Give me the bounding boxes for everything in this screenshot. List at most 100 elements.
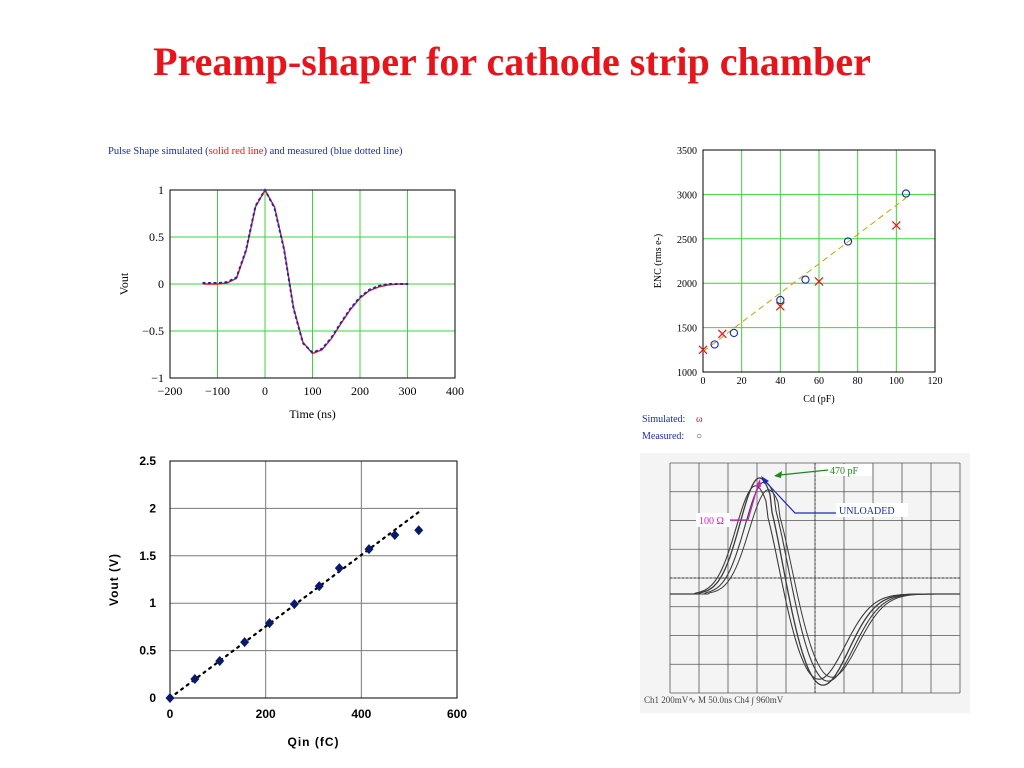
- pulse-x-tick-label: 200: [351, 384, 369, 398]
- enc-simulated-point: [891, 221, 901, 230]
- enc-measured-point: [801, 275, 810, 284]
- linearity-data-point: [314, 581, 324, 592]
- legend-simulated-label: Simulated:: [642, 414, 686, 425]
- legend-row-simulated: Simulated: ω: [642, 414, 703, 431]
- scope-label-unloaded: UNLOADED: [839, 506, 895, 517]
- enc-legend: Simulated: ω Measured: ○: [642, 414, 703, 448]
- pulse-x-tick-label: 400: [446, 384, 464, 398]
- enc-x-tick-label: 80: [853, 376, 863, 387]
- linearity-data-point: [264, 618, 274, 629]
- pulse-series-layer: [202, 187, 409, 355]
- enc-y-axis-label: ENC (rms e-): [653, 234, 664, 288]
- linearity-series-layer: [165, 525, 424, 703]
- pulse-plot-frame: [169, 189, 456, 379]
- legend-measured-label: Measured:: [642, 431, 685, 442]
- caption-part-3: ) and measured (blue dotted line): [263, 146, 403, 157]
- scope-label-470: 470 pF: [830, 466, 859, 477]
- linearity-data-point: [364, 544, 374, 555]
- legend-row-measured: Measured: ○: [642, 431, 702, 448]
- linearity-data-point: [165, 693, 175, 703]
- scope-label-unloaded-box: [836, 503, 908, 517]
- pulse-y-tick-label: 0.5: [149, 230, 164, 244]
- enc-x-axis-label: Cd (pF): [803, 394, 834, 405]
- lin-x-tick-label: 400: [351, 707, 371, 721]
- linearity-data-point: [334, 563, 344, 574]
- legend-measured-symbol: ○: [696, 431, 703, 442]
- enc-y-tick-label: 2000: [677, 279, 697, 290]
- lin-y-tick-label: 0: [149, 691, 156, 705]
- enc-x-tick-label: 40: [775, 376, 785, 387]
- lin-y-tick-label: 0.5: [139, 644, 156, 658]
- scope-arrow-unloaded-head: [761, 476, 769, 484]
- scope-arrow-100: [730, 484, 759, 521]
- caption-part-1: Pulse Shape simulated (: [108, 146, 209, 157]
- pulse-x-tick-label: 0: [262, 384, 268, 398]
- linearity-data-point: [240, 637, 250, 648]
- scope-label-100-box: [696, 513, 730, 527]
- legend-simulated-symbol: ω: [696, 414, 703, 425]
- linearity-x-axis-label: Qin (fC): [288, 735, 340, 749]
- linearity-data-point: [190, 674, 200, 685]
- enc-fit-line: [702, 197, 907, 352]
- enc-simulated-point: [814, 276, 824, 286]
- scope-label-470-box: [820, 464, 872, 476]
- lin-y-tick-label: 2.5: [139, 454, 156, 468]
- linearity-data-point: [414, 525, 424, 536]
- scope-trace: [670, 485, 960, 680]
- enc-y-tick-label: 1500: [677, 324, 697, 335]
- linearity-y-axis-label: Vout (V): [107, 553, 121, 606]
- enc-chart: 0 20 40 60 80 100 120350030002500200015001000 …: [653, 146, 943, 405]
- enc-grid: [702, 149, 936, 373]
- oscilloscope-screenshot: 470 pF UNLOADED 100 Ω Ch1 200mV∿ M 50.0n…: [640, 453, 970, 713]
- scope-screen: [640, 453, 970, 713]
- enc-simulated-point: [775, 301, 785, 311]
- enc-tick-labels: 0 20 40 60 80 100 120 3500 3000 2500 2000 1500 1000: [677, 146, 943, 387]
- scope-arrow-100-head: [756, 479, 761, 487]
- enc-measured-point: [776, 295, 785, 305]
- caption-part-2: solid red line: [208, 146, 264, 157]
- pulse-x-axis-label: Time (ns): [289, 407, 336, 421]
- scope-trace: [670, 489, 960, 678]
- scope-label-100: 100 Ω: [699, 516, 724, 527]
- scope-traces: [670, 477, 960, 686]
- enc-simulated-point: [698, 345, 708, 355]
- pulse-y-axis-label: Vout: [117, 272, 131, 295]
- enc-y-tick-label: 3000: [677, 190, 697, 201]
- pulse-tick-labels: −200 −100 0 100 200 300 400 1 0.5 0 −0.5 −1: [142, 183, 464, 398]
- pulse-y-tick-label: −1: [151, 371, 164, 385]
- pulse-x-tick-label: 100: [304, 384, 322, 398]
- linearity-data-point: [289, 599, 299, 610]
- scope-arrow-470: [779, 469, 829, 476]
- linearity-data-point: [215, 656, 225, 667]
- scope-graticule: [669, 462, 961, 694]
- pulse-y-tick-label: 1: [158, 183, 164, 197]
- pulse-shape-chart: −200 −100 0 100 200 300 400 1 0.5 0 −0.5 −1 Time (n…: [117, 183, 464, 421]
- enc-y-tick-label: 3500: [677, 146, 697, 157]
- lin-x-tick-label: 0: [167, 707, 174, 721]
- lin-y-tick-label: 2: [149, 501, 156, 515]
- linearity-data-point: [390, 529, 400, 540]
- pulse-x-tick-label: −200: [158, 384, 183, 398]
- linearity-tick-labels: 0 200 400 600 2.5 2 1.5 1 0.5 0: [139, 454, 467, 721]
- pulse-y-tick-label: −0.5: [142, 324, 164, 338]
- enc-x-tick-label: 20: [737, 376, 747, 387]
- enc-measured-point: [710, 340, 719, 349]
- linearity-grid: [169, 460, 458, 699]
- enc-series-layer: [698, 189, 911, 355]
- pulse-x-tick-label: 300: [399, 384, 417, 398]
- enc-x-tick-label: 120: [928, 376, 943, 387]
- pulse-x-tick-label: −100: [205, 384, 230, 398]
- enc-y-tick-label: 1000: [677, 368, 697, 379]
- lin-x-tick-label: 600: [447, 707, 467, 721]
- enc-x-tick-label: 100: [889, 376, 904, 387]
- lin-x-tick-label: 200: [256, 707, 276, 721]
- scope-arrow-470-head: [774, 471, 782, 478]
- scope-arrow-unloaded: [764, 480, 836, 514]
- enc-y-tick-label: 2500: [677, 235, 697, 246]
- page-title: Preamp-shaper for cathode strip chamber: [153, 39, 871, 84]
- linearity-plot-frame: [169, 460, 458, 699]
- pulse-y-tick-label: 0: [158, 277, 164, 291]
- lin-y-tick-label: 1: [149, 596, 156, 610]
- scope-readout: Ch1 200mV∿ M 50.0ns Ch4 ∫ 960mV: [644, 695, 784, 706]
- enc-x-tick-label: 60: [814, 376, 824, 387]
